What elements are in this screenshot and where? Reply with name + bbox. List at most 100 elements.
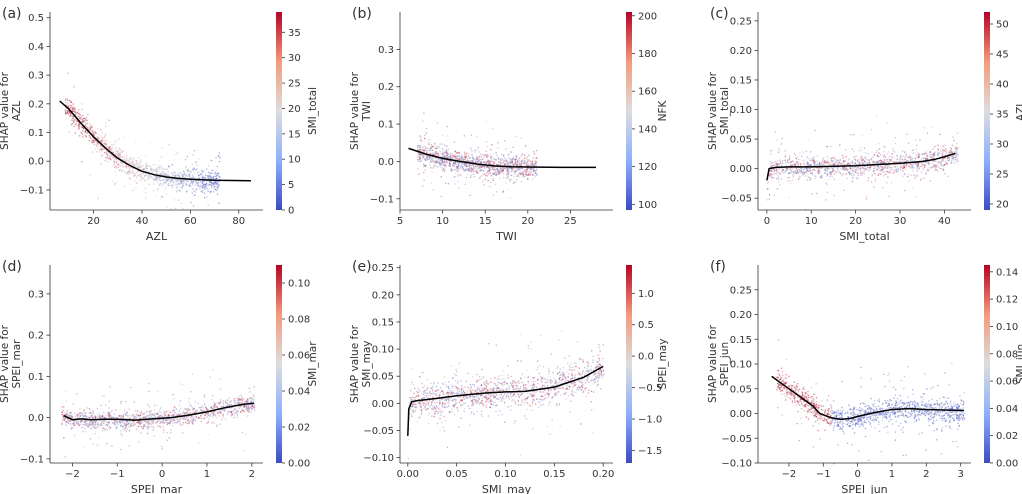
scatter-point	[110, 411, 112, 413]
scatter-point	[953, 157, 956, 159]
scatter-point	[934, 145, 936, 148]
scatter-point	[206, 183, 208, 185]
scatter-point	[781, 169, 783, 171]
scatter-point	[448, 153, 450, 155]
scatter-point	[457, 166, 459, 169]
scatter-point	[426, 159, 428, 161]
scatter-point	[852, 163, 855, 166]
scatter-point	[773, 171, 775, 173]
scatter-point	[822, 159, 824, 161]
scatter-point	[130, 158, 133, 161]
scatter-point	[181, 424, 183, 426]
scatter-point	[189, 185, 191, 187]
scatter-point	[135, 414, 137, 416]
scatter-point	[188, 184, 191, 186]
scatter-point	[523, 154, 526, 156]
scatter-point	[446, 154, 449, 156]
scatter-point	[912, 149, 915, 151]
scatter-point	[439, 164, 441, 166]
scatter-point	[97, 419, 99, 421]
scatter-point	[442, 158, 444, 161]
scatter-point	[526, 165, 529, 167]
scatter-point	[495, 172, 497, 174]
scatter-point	[925, 161, 927, 163]
scatter-point	[89, 421, 91, 423]
x-tick-label: 10	[805, 216, 818, 227]
scatter-point	[67, 106, 70, 109]
scatter-point	[491, 167, 493, 169]
scatter-point	[149, 175, 151, 177]
scatter-point	[937, 153, 939, 155]
scatter-point	[894, 166, 896, 168]
scatter-point	[159, 198, 161, 200]
scatter-point	[945, 161, 947, 163]
scatter-point	[528, 165, 530, 167]
colorbar-label: SMI_total	[307, 87, 319, 135]
scatter-point	[96, 137, 99, 140]
scatter-point	[442, 169, 444, 171]
scatter-point	[121, 156, 123, 158]
colorbar	[984, 12, 990, 210]
scatter-point	[134, 166, 136, 168]
scatter-point	[947, 153, 949, 155]
scatter-point	[202, 185, 204, 187]
scatter-point	[855, 177, 858, 179]
scatter-point	[868, 169, 870, 172]
scatter-point	[80, 118, 82, 121]
scatter-point	[97, 422, 99, 424]
scatter-point	[883, 161, 886, 163]
scatter-point	[129, 157, 131, 159]
scatter-point	[850, 163, 852, 165]
scatter-point	[476, 136, 478, 138]
scatter-point	[121, 169, 123, 172]
scatter-point	[171, 419, 173, 421]
scatter-point	[784, 159, 786, 161]
scatter-point	[204, 413, 206, 415]
scatter-point	[847, 171, 849, 174]
scatter-point	[488, 169, 490, 171]
scatter-point	[485, 175, 487, 177]
scatter-point	[192, 167, 195, 169]
scatter-point	[66, 110, 68, 112]
scatter-point	[432, 167, 435, 169]
scatter-point	[475, 170, 478, 172]
scatter-point	[206, 416, 208, 418]
scatter-point	[825, 199, 827, 201]
scatter-point	[840, 167, 842, 169]
scatter-point	[808, 158, 810, 160]
scatter-point	[85, 423, 87, 426]
scatter-point	[516, 155, 518, 157]
scatter-point	[465, 156, 467, 159]
scatter-point	[208, 172, 211, 174]
scatter-point	[507, 162, 510, 165]
scatter-point	[207, 176, 209, 178]
scatter-point	[99, 134, 102, 137]
scatter-point	[84, 422, 87, 424]
scatter-point	[796, 171, 798, 174]
scatter-point	[193, 149, 196, 152]
scatter-point	[854, 158, 856, 160]
scatter-point	[443, 161, 445, 163]
scatter-point	[442, 153, 444, 155]
scatter-point	[134, 174, 137, 177]
scatter-point	[198, 416, 200, 418]
scatter-point	[817, 163, 819, 166]
scatter-point	[479, 166, 481, 168]
scatter-point	[450, 160, 452, 162]
scatter-point	[154, 179, 157, 181]
scatter-point	[193, 412, 195, 414]
scatter-point	[842, 157, 844, 159]
scatter-point	[78, 116, 81, 118]
colorbar-tick-label: 100	[638, 200, 657, 211]
scatter-point	[481, 166, 483, 168]
scatter-point	[923, 167, 926, 169]
scatter-point	[533, 165, 535, 167]
scatter-point	[204, 412, 206, 414]
scatter-point	[864, 170, 866, 172]
scatter-point	[436, 152, 438, 154]
scatter-point	[476, 155, 478, 157]
scatter-point	[170, 185, 173, 187]
scatter-point	[209, 376, 211, 378]
scatter-point	[520, 137, 522, 139]
scatter-point	[89, 422, 91, 424]
